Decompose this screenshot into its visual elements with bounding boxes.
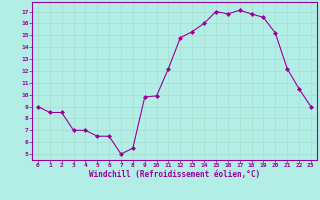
X-axis label: Windchill (Refroidissement éolien,°C): Windchill (Refroidissement éolien,°C) <box>89 170 260 179</box>
